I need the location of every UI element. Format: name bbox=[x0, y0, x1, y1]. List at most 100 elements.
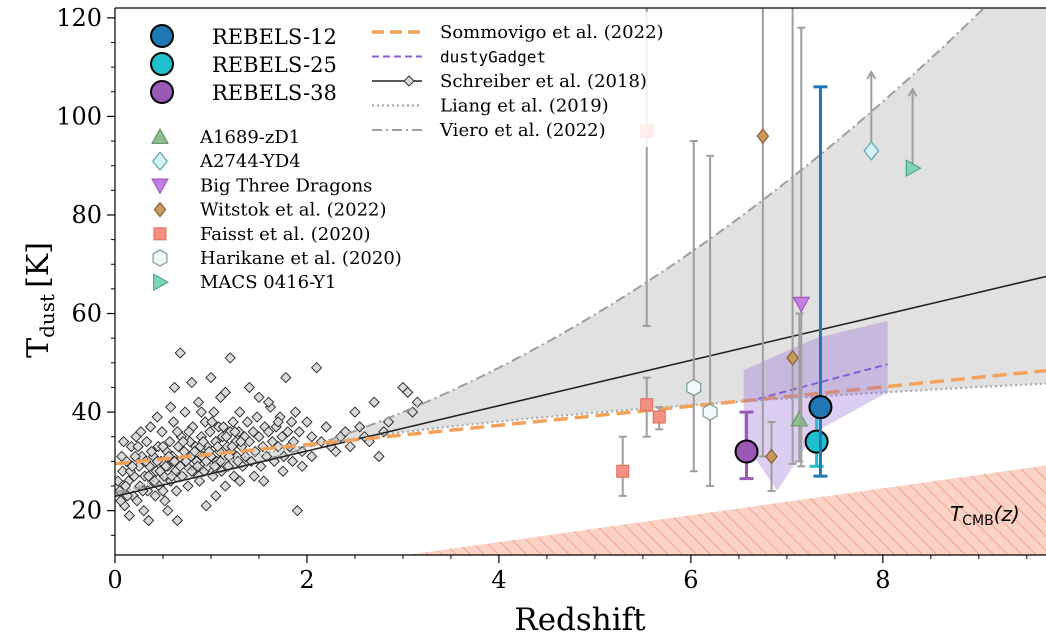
schreiber-point bbox=[219, 480, 232, 492]
schreiber-point bbox=[234, 475, 246, 487]
schreiber-point bbox=[159, 495, 171, 507]
point-a2744-yd4 bbox=[863, 140, 880, 161]
schreiber-point bbox=[126, 460, 138, 472]
legend-marker-schreiber bbox=[403, 75, 415, 87]
tick-marks: 0 2 4 6 8 20 40 60 80 100 120 bbox=[56, 4, 1028, 594]
schreiber-point bbox=[296, 460, 308, 472]
schreiber-point bbox=[373, 450, 385, 463]
schreiber-point bbox=[115, 475, 124, 487]
legend-label-literature: Harikane et al. (2020) bbox=[200, 248, 402, 269]
point-faisst-et-al-2020- bbox=[616, 464, 630, 478]
y-axis-label: Tdust [K] bbox=[21, 242, 59, 358]
point-faisst-et-al-2020- bbox=[640, 398, 654, 412]
schreiber-point bbox=[291, 505, 303, 517]
cmb-label-main: T bbox=[950, 502, 964, 526]
schreiber-point bbox=[241, 416, 254, 428]
legend-marker-literature bbox=[151, 178, 169, 195]
schreiber-point bbox=[306, 431, 318, 443]
schreiber-point bbox=[192, 396, 205, 408]
schreiber-point bbox=[171, 426, 184, 438]
legend-label-model: dustyGadget bbox=[440, 48, 546, 67]
schreiber-point bbox=[315, 436, 327, 448]
schreiber-point bbox=[234, 406, 246, 418]
point-rebels-25 bbox=[804, 429, 829, 454]
legend-label-model: Sommovigo et al. (2022) bbox=[440, 22, 664, 43]
model-range-shade bbox=[115, 8, 1046, 496]
legend-marker-rebels bbox=[150, 80, 174, 104]
x-tick-label: 4 bbox=[491, 566, 506, 594]
legend-label-literature: MACS 0416-Y1 bbox=[200, 272, 337, 293]
schreiber-point bbox=[189, 445, 201, 458]
schreiber-point bbox=[334, 431, 347, 443]
schreiber-point bbox=[301, 416, 313, 428]
schreiber-point bbox=[276, 431, 288, 443]
schreiber-point bbox=[171, 514, 184, 527]
schreiber-point bbox=[228, 470, 240, 482]
limit-arrow bbox=[907, 87, 918, 97]
schreiber-point bbox=[255, 460, 267, 472]
schreiber-point bbox=[186, 465, 198, 477]
x-tick-label: 2 bbox=[299, 566, 314, 594]
schreiber-point bbox=[205, 371, 217, 384]
schreiber-point bbox=[165, 401, 177, 413]
schreiber-point bbox=[258, 475, 270, 487]
schreiber-point bbox=[141, 436, 153, 448]
schreiber-point bbox=[217, 421, 230, 433]
schreiber-point bbox=[117, 465, 129, 477]
schreiber-point bbox=[320, 421, 332, 433]
schreiber-point bbox=[243, 436, 256, 448]
schreiber-point bbox=[115, 495, 127, 507]
schreiber-point bbox=[214, 391, 227, 403]
point-witstok-et-al-2022- bbox=[786, 349, 799, 366]
point-big-three-dragons bbox=[792, 296, 811, 313]
schreiber-point bbox=[206, 416, 218, 428]
schreiber-point bbox=[277, 465, 289, 477]
schreiber-point bbox=[179, 406, 191, 418]
point-rebels-12 bbox=[808, 395, 833, 420]
schreiber-point bbox=[402, 386, 414, 399]
point-harikane-et-al-2020- bbox=[702, 403, 718, 421]
schreiber-point bbox=[145, 445, 158, 458]
schreiber-point bbox=[118, 436, 130, 448]
schreiber-point bbox=[354, 421, 366, 433]
x-tick-label: 0 bbox=[107, 566, 122, 594]
legend-label-rebels: REBELS-38 bbox=[212, 81, 337, 105]
schreiber-point bbox=[203, 445, 215, 458]
liang-line bbox=[115, 382, 1046, 497]
schreiber-point bbox=[212, 440, 224, 453]
schreiber-point bbox=[368, 396, 380, 408]
schreiber-point bbox=[411, 396, 423, 408]
y-axis-label-unit: [K] bbox=[21, 242, 56, 288]
schreiber-point bbox=[186, 376, 198, 389]
cmb-label-sub: CMB bbox=[962, 513, 993, 529]
schreiber-point bbox=[183, 426, 195, 438]
schreiber-point bbox=[180, 455, 192, 468]
schreiber-point bbox=[168, 381, 181, 394]
schreiber-point bbox=[135, 426, 147, 438]
schreiber-point bbox=[170, 485, 183, 497]
point-witstok-et-al-2022- bbox=[756, 128, 770, 145]
limit-arrow bbox=[866, 70, 877, 80]
legend-label-model: Liang et al. (2019) bbox=[440, 96, 609, 117]
legend-label-model: Schreiber et al. (2018) bbox=[440, 71, 647, 92]
point-a1689-zd1 bbox=[790, 410, 809, 427]
y-tick-label: 100 bbox=[56, 102, 102, 130]
schreiber-point bbox=[257, 440, 269, 453]
legend-marker-literature bbox=[153, 227, 167, 241]
schreiber-point bbox=[306, 450, 318, 463]
schreiber-point bbox=[243, 381, 256, 394]
schreiber-point bbox=[253, 391, 265, 403]
schreiber-point bbox=[195, 406, 208, 418]
schreiber-point bbox=[247, 426, 259, 438]
schreiber-point bbox=[157, 485, 169, 497]
schreiber-point bbox=[272, 440, 284, 453]
schreiber-point bbox=[248, 470, 260, 482]
schreiber-point bbox=[197, 436, 209, 448]
schreiber-point bbox=[227, 416, 239, 428]
schreiber-point bbox=[210, 490, 222, 502]
point-harikane-et-al-2020- bbox=[686, 378, 702, 397]
schreiber-point bbox=[168, 455, 181, 468]
schreiber-point bbox=[154, 465, 166, 477]
schreiber-point bbox=[142, 514, 155, 527]
schreiber-point bbox=[123, 509, 136, 522]
